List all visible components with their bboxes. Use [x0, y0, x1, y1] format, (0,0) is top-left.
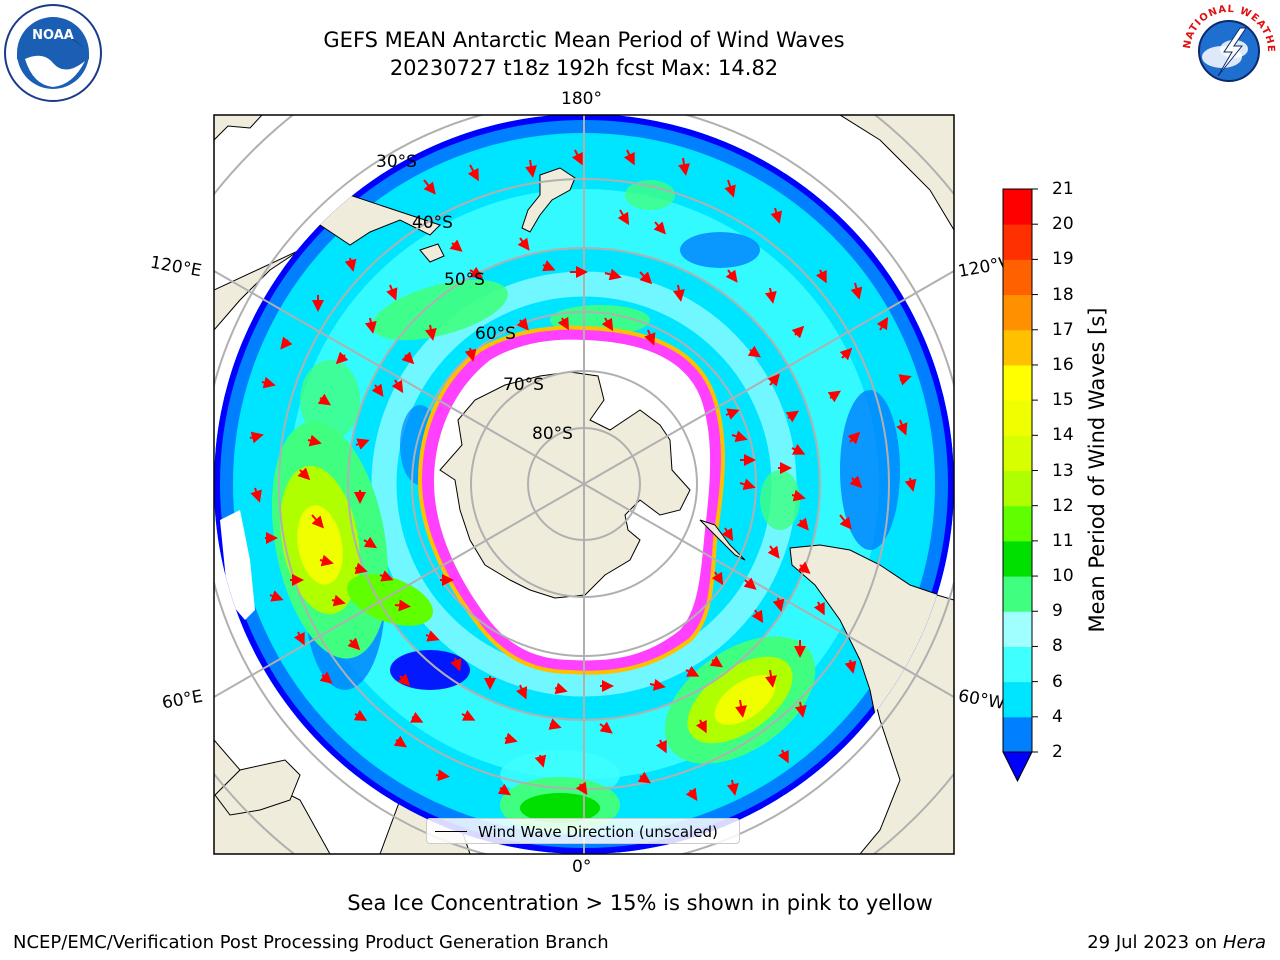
antarctica [439, 371, 691, 599]
colorbar-tick-label: 6 [1052, 671, 1063, 692]
colorbar-segment [1003, 189, 1032, 225]
colorbar-label: Mean Period of Wind Waves [s] [1085, 307, 1109, 633]
colorbar-tick-label: 15 [1052, 390, 1074, 411]
colorbar-segment [1003, 224, 1032, 260]
footer-date: 29 Jul 2023 on Hera [1087, 932, 1266, 953]
map-legend: Wind Wave Direction (unscaled) [426, 818, 740, 844]
chart-subtitle: 20230727 t18z 192h fcst Max: 14.82 [389, 56, 779, 80]
colorbar-extend-arrow [1002, 751, 1033, 783]
lat-label-40s: 40°S [412, 213, 453, 233]
colorbar-tick-label: 18 [1052, 284, 1074, 305]
lat-label-50s: 50°S [444, 270, 485, 290]
colorbar-segment [1003, 259, 1032, 296]
colorbar-segment [1003, 329, 1032, 366]
colorbar-tick-label: 14 [1052, 425, 1074, 446]
nws-logo-icon: NATIONAL WEATHER SERVICE [1180, 2, 1276, 98]
colorbar-tick-label: 4 [1052, 706, 1063, 727]
new-zealand [521, 167, 576, 233]
lat-label-30s: 30°S [376, 152, 417, 172]
lon-label-0: 0° [572, 857, 592, 877]
wind-wave-arrows [249, 149, 917, 801]
colorbar-segment [1003, 470, 1032, 507]
colorbar-segment [1003, 576, 1032, 612]
noaa-logo-text: NOAA [32, 28, 74, 43]
colorbar-segment [1003, 611, 1032, 647]
legend-line-icon [435, 831, 467, 832]
colorbar-tick-label: 19 [1052, 249, 1074, 270]
colorbar-tick-label: 21 [1052, 179, 1074, 199]
colorbar-tick-label: 10 [1052, 566, 1074, 587]
legend-label: Wind Wave Direction (unscaled) [478, 823, 718, 841]
lat-label-60s: 60°S [475, 324, 516, 344]
footer-credit: NCEP/EMC/Verification Post Processing Pr… [13, 932, 609, 953]
colorbar-tick-label: 8 [1052, 636, 1063, 657]
footer-host: Hera [1222, 932, 1266, 953]
colorbar-segment [1003, 294, 1032, 331]
colorbar-tick-label: 16 [1052, 354, 1074, 375]
colorbar-segment [1003, 364, 1032, 401]
graticule [214, 115, 954, 854]
colorbar-segment [1003, 400, 1032, 436]
colorbar-segment [1003, 505, 1032, 542]
map-frame [213, 114, 955, 855]
colorbar-segment [1003, 681, 1032, 718]
colorbar-tick-label: 13 [1052, 460, 1074, 481]
lat-label-70s: 70°S [503, 375, 544, 395]
lon-label-180: 180° [561, 89, 602, 109]
colorbar-segment [1003, 540, 1032, 577]
colorbar-tick-label: 11 [1052, 530, 1074, 551]
colorbar-tick-label: 2 [1052, 742, 1063, 762]
noaa-logo-icon: NOAA [4, 4, 102, 102]
chart-title: GEFS MEAN Antarctic Mean Period of Wind … [323, 28, 845, 52]
colorbar-tick-label: 17 [1052, 319, 1074, 340]
colorbar-segment [1003, 435, 1032, 471]
colorbar-tick-label: 9 [1052, 601, 1063, 622]
lat-label-80s: 80°S [532, 424, 573, 444]
colorbar-tick-label: 12 [1052, 495, 1074, 516]
footer-date-text: 29 Jul 2023 on [1087, 932, 1223, 953]
colorbar-tick-label: 20 [1052, 214, 1074, 235]
sea-ice-footnote: Sea Ice Concentration > 15% is shown in … [347, 891, 933, 915]
colorbar-segment [1003, 716, 1032, 753]
colorbar-segment [1003, 646, 1032, 683]
